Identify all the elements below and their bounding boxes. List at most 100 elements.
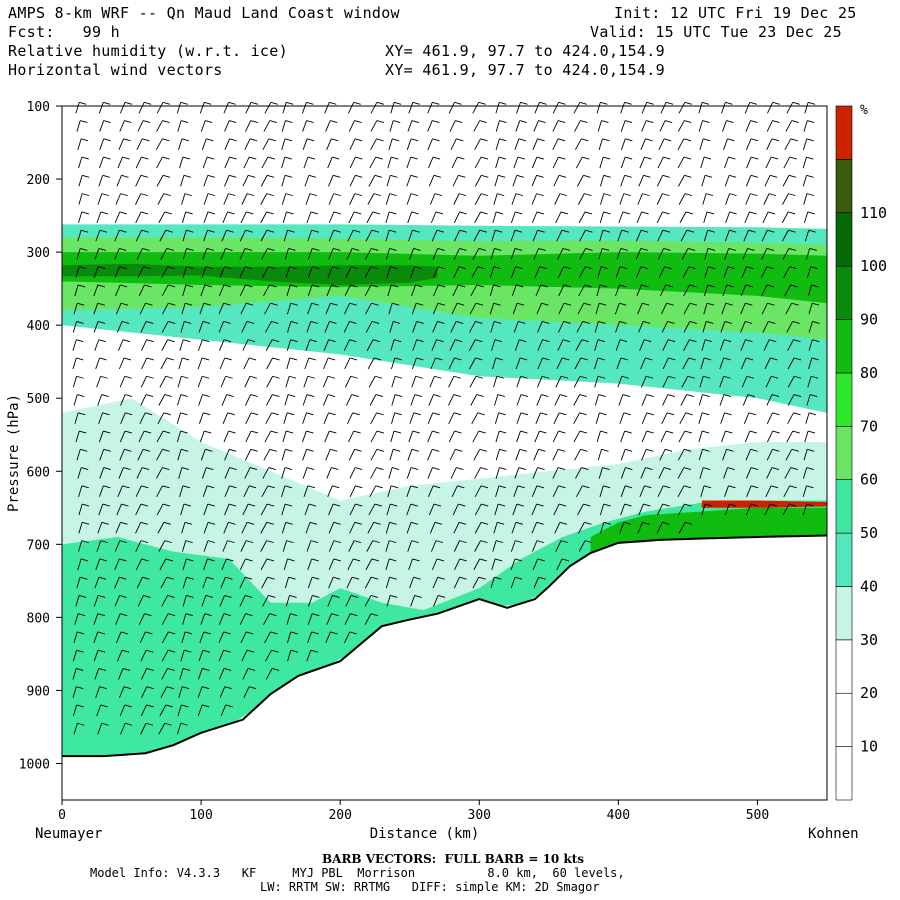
wind-barb: [406, 467, 412, 479]
wind-barb: [473, 229, 481, 242]
wind-barb-flag: [306, 138, 315, 142]
wind-barb: [428, 394, 434, 406]
wind-barb-flag: [205, 594, 213, 598]
wind-barb: [96, 704, 102, 717]
wind-barb: [265, 394, 273, 406]
wind-barb: [411, 376, 417, 388]
wind-barb-flag: [205, 266, 213, 270]
wind-barb: [348, 211, 355, 224]
wind-barb: [491, 339, 496, 351]
wind-barb-flag: [601, 448, 609, 452]
wind-barb: [449, 449, 456, 461]
wind-barb-flag: [246, 631, 254, 635]
wind-barb-flag: [228, 193, 236, 197]
wind-barb-flag: [412, 430, 420, 434]
wind-barb-flag: [646, 430, 654, 434]
colorbar-swatch: [835, 586, 853, 641]
wind-barb: [140, 376, 147, 388]
wind-barb: [698, 430, 703, 443]
wind-barb: [74, 284, 79, 297]
wind-barb-flag: [750, 503, 759, 507]
wind-barb-flag: [389, 211, 397, 215]
wind-barb: [615, 266, 621, 278]
wind-barb-flag: [120, 302, 129, 306]
rh-layer-surface-band-80: [590, 507, 827, 554]
wind-barb: [241, 321, 248, 333]
wind-barb: [552, 430, 559, 443]
wind-barb: [98, 430, 104, 443]
wind-barb-flag: [271, 339, 280, 343]
wind-barb: [326, 467, 332, 479]
wind-barb-flag: [349, 631, 357, 635]
wind-barb-flag: [167, 284, 176, 288]
wind-barb-flag: [333, 247, 341, 251]
wind-barb-flag: [542, 357, 550, 361]
wind-barb-flag: [793, 412, 801, 416]
wind-barb: [803, 120, 808, 132]
wind-barb-flag: [223, 302, 231, 306]
wind-barb-flag: [389, 558, 397, 562]
wind-barb: [678, 522, 686, 534]
wind-barb: [203, 175, 209, 187]
wind-barb: [533, 449, 539, 461]
wind-barb: [364, 248, 372, 260]
wind-barb: [200, 120, 206, 132]
wind-barb-flag: [390, 174, 398, 178]
wind-barb-flag: [223, 339, 232, 343]
wind-barb: [638, 503, 644, 516]
wind-barb-flag: [667, 394, 675, 397]
wind-barb-flag: [810, 266, 818, 270]
y-tick-label: 600: [27, 465, 50, 480]
wind-barb-flag: [121, 321, 130, 324]
wind-barb-flag: [143, 594, 151, 598]
wind-barb: [117, 156, 123, 169]
wind-barb-flag: [414, 394, 422, 397]
wind-barb-flag: [311, 302, 319, 306]
rh-layer-upper-band-80: [62, 252, 827, 304]
wind-barb-flag: [373, 521, 381, 525]
wind-barb: [95, 229, 101, 242]
wind-barb-flag: [788, 247, 796, 251]
wind-barb: [702, 193, 707, 205]
wind-barb: [741, 266, 747, 278]
wind-barb: [510, 229, 516, 242]
wind-barb: [721, 303, 727, 315]
wind-barb-flag: [459, 558, 467, 562]
wind-barb: [764, 175, 771, 187]
wind-barb-flag: [355, 485, 363, 489]
wind-barb-flag: [245, 247, 253, 251]
wind-barb-flag: [416, 302, 424, 306]
wind-barb-flag: [225, 375, 233, 379]
wind-barb: [178, 357, 183, 370]
wind-barb: [118, 357, 125, 370]
wind-barb-flag: [375, 485, 383, 489]
wind-barb: [600, 522, 605, 534]
wind-barb: [140, 321, 147, 333]
wind-barb: [245, 449, 252, 461]
wind-barb-flag: [727, 266, 735, 270]
wind-barb-flag: [225, 247, 233, 251]
wind-barb-flag: [186, 229, 194, 233]
wind-barb: [76, 577, 81, 589]
wind-barb: [531, 175, 537, 187]
wind-barb-flag: [536, 485, 545, 489]
wind-barb-flag: [479, 448, 487, 452]
wind-barb: [219, 686, 226, 698]
wind-barb-flag: [790, 138, 798, 142]
wind-barb-flag: [520, 375, 528, 379]
wind-barb: [636, 284, 642, 297]
wind-barb: [494, 503, 499, 516]
wind-barb: [369, 156, 377, 169]
wind-barb-flag: [662, 229, 671, 233]
wind-barb-flag: [306, 430, 314, 434]
wind-barb-flag: [201, 357, 210, 361]
wind-barb-flag: [82, 174, 90, 178]
wind-barb: [243, 357, 250, 370]
wind-barb: [429, 522, 436, 534]
wind-barb-flag: [246, 540, 254, 544]
wind-barb: [328, 522, 335, 534]
wind-barb: [620, 156, 626, 169]
wind-barb-flag: [560, 211, 569, 215]
wind-barb-flag: [290, 302, 298, 306]
wind-barb-flag: [707, 247, 716, 251]
